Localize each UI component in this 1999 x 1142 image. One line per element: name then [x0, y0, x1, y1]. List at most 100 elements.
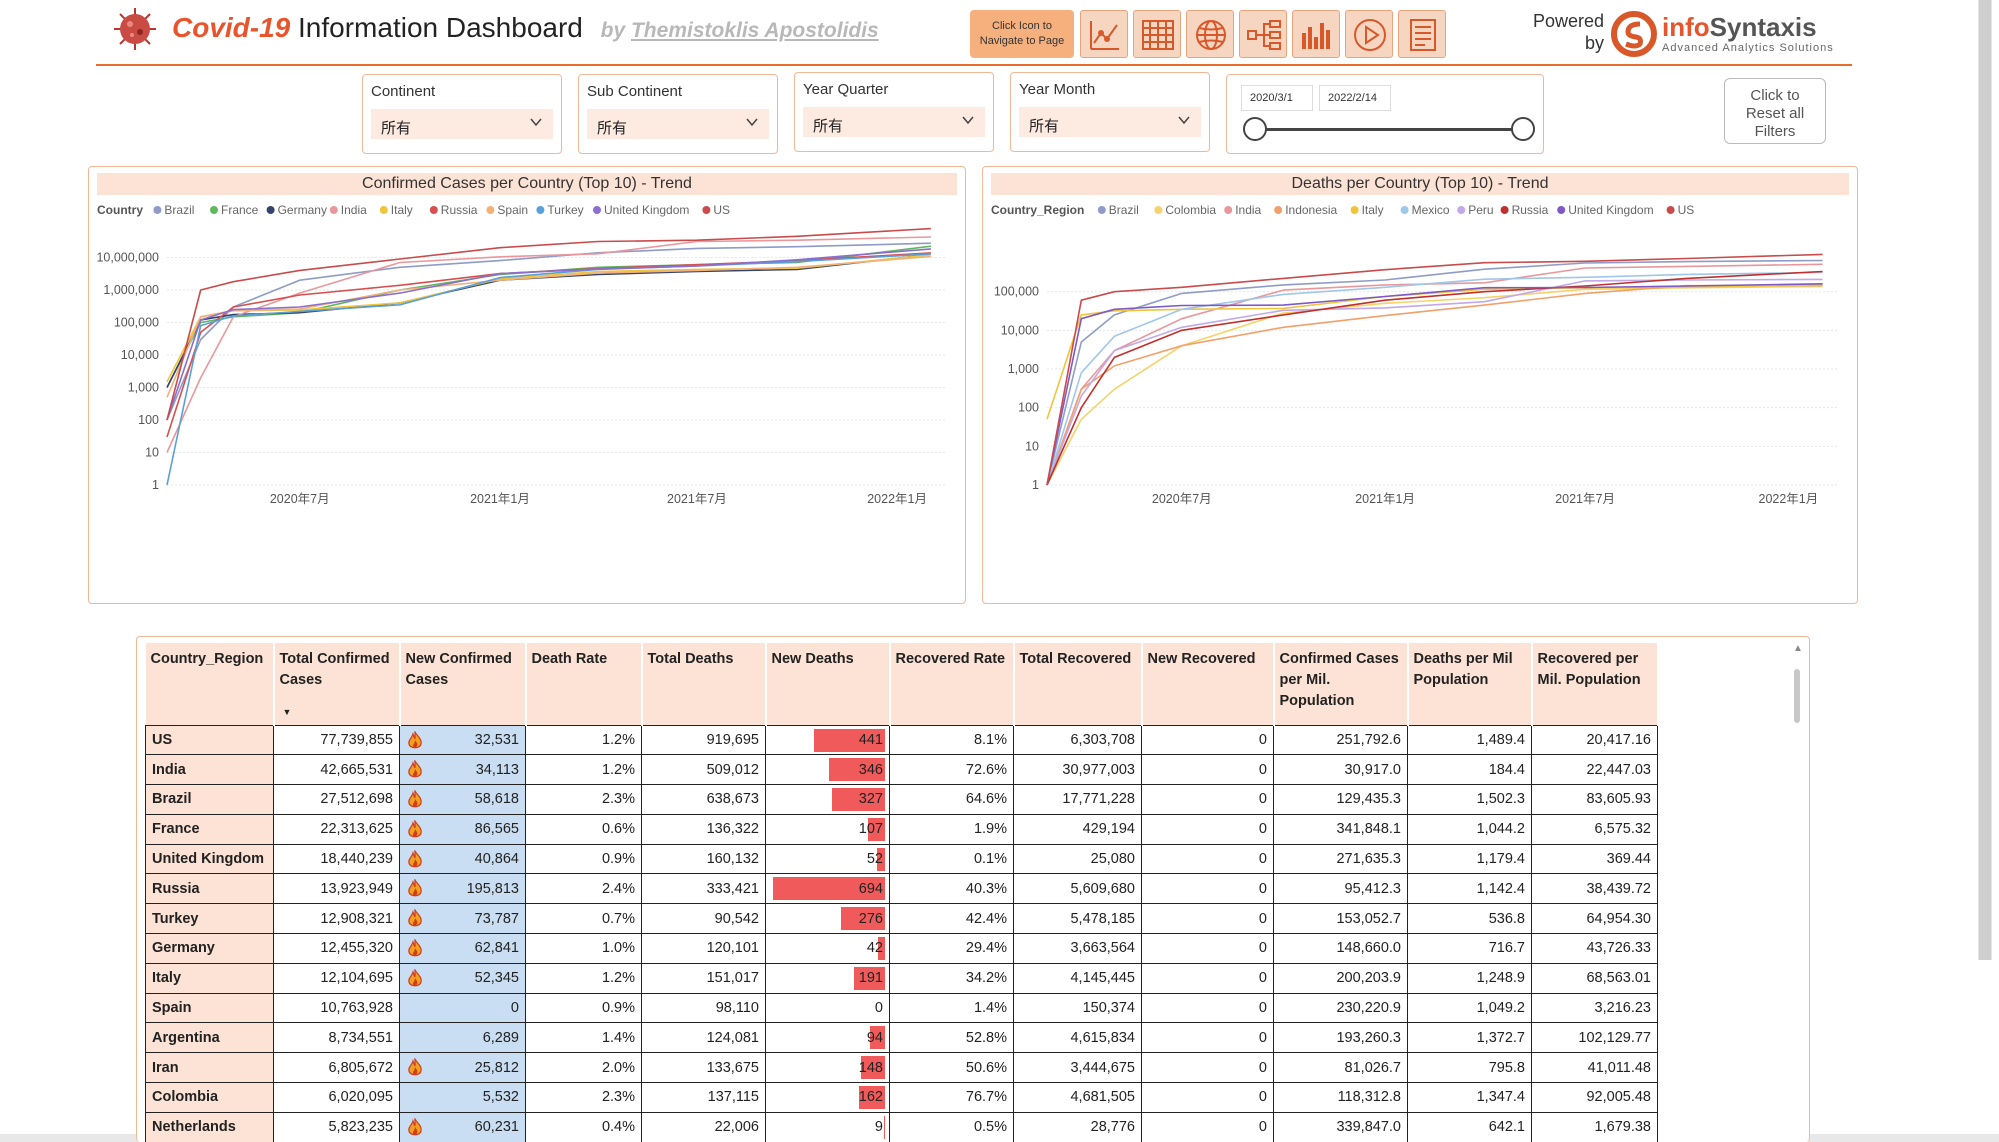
legend-item[interactable]: Italy — [1350, 203, 1384, 217]
column-header[interactable]: New Recovered — [1141, 643, 1275, 725]
cell-value: 276 — [858, 910, 883, 927]
legend-item[interactable]: Indonesia — [1274, 203, 1338, 217]
date-slider-start-handle[interactable] — [1243, 117, 1267, 141]
table-row[interactable]: France 22,313,625 86,565 0.6% 136,322 107 1.9%… — [145, 813, 1658, 845]
cell-total-deaths: 120,101 — [641, 933, 766, 964]
legend-item[interactable]: United Kingdom — [1557, 203, 1654, 217]
sort-descending-icon: ▼ — [282, 706, 292, 717]
table-row[interactable]: Netherlands 5,823,235 60,231 0.4% 22,006 9 0.5… — [145, 1111, 1658, 1142]
legend-item[interactable]: Russia — [1500, 203, 1549, 217]
series-line[interactable] — [166, 236, 931, 453]
legend-item[interactable]: Russia — [429, 203, 478, 217]
cell-value: 73,787 — [474, 910, 519, 927]
table-scrollbar[interactable]: ▲ — [1791, 643, 1803, 1139]
table-row[interactable]: US 77,739,855 32,531 1.2% 919,695 441 8.1% 6,30… — [145, 724, 1658, 756]
series-line[interactable] — [1046, 284, 1823, 486]
date-start-input[interactable]: 2020/3/1 — [1241, 85, 1313, 111]
table-row[interactable]: Brazil 27,512,698 58,618 2.3% 638,673 327 64.6… — [145, 784, 1658, 815]
sub-continent-dropdown[interactable]: 所有 — [587, 109, 769, 139]
series-line[interactable] — [1046, 253, 1823, 486]
series-line[interactable] — [1046, 259, 1823, 486]
continent-dropdown[interactable]: 所有 — [371, 109, 553, 139]
date-slider-track[interactable] — [1255, 128, 1525, 131]
table-row[interactable]: United Kingdom 18,440,239 40,864 0.9% 160,13… — [145, 843, 1658, 875]
legend-item[interactable]: Turkey — [536, 203, 584, 217]
series-line[interactable] — [166, 252, 931, 438]
date-end-input[interactable]: 2022/2/14 — [1319, 85, 1391, 111]
series-line[interactable] — [166, 248, 931, 421]
legend-item[interactable]: France — [210, 203, 259, 217]
legend-item[interactable]: Italy — [379, 203, 413, 217]
page-scrollbar-thumb[interactable] — [1979, 0, 1991, 960]
column-header[interactable]: Country_Region — [145, 643, 275, 725]
cell-total-recovered: 3,444,675 — [1013, 1052, 1142, 1084]
year-month-dropdown[interactable]: 所有 — [1019, 107, 1201, 137]
reset-filters-button[interactable]: Click to Reset all Filters — [1724, 78, 1826, 144]
column-header[interactable]: New Confirmed Cases — [399, 643, 527, 725]
legend-item[interactable]: US — [1666, 203, 1695, 217]
series-line[interactable] — [166, 255, 931, 398]
table-grid-icon[interactable] — [1133, 10, 1181, 58]
legend-item[interactable]: Brazil — [153, 203, 194, 217]
table-row[interactable]: Germany 12,455,320 62,841 1.0% 120,101 42 29.4… — [145, 933, 1658, 964]
table-scrollbar-thumb[interactable] — [1794, 669, 1800, 723]
legend-item[interactable]: Brazil — [1097, 203, 1139, 217]
table-row[interactable]: Spain 10,763,928 0 0.9% 98,110 0 1.4% 150,374 0 2… — [145, 992, 1658, 1024]
globe-icon[interactable] — [1186, 10, 1234, 58]
series-line[interactable] — [166, 227, 931, 421]
legend-item[interactable]: Colombia — [1154, 203, 1216, 217]
table-header-row: Country_Region Total Confirmed Cases ▼ New … — [145, 643, 1659, 725]
series-line[interactable] — [1046, 270, 1823, 486]
legend-item[interactable]: Germany — [266, 203, 327, 217]
column-header[interactable]: Recovered per Mil. Population — [1531, 643, 1659, 725]
series-line[interactable] — [166, 242, 931, 421]
legend-item[interactable]: United Kingdom — [593, 203, 689, 217]
series-line[interactable] — [1046, 271, 1823, 486]
series-line[interactable] — [1046, 283, 1823, 486]
deaths-chart[interactable]: Country_Region Brazil Colombia India Indones… — [983, 197, 1859, 601]
y-tick-label: 100 — [138, 413, 159, 427]
title-highlight: Covid-19 — [172, 12, 291, 43]
column-header[interactable]: Total Deaths — [641, 643, 767, 725]
cell-conf-per-mil: 200,203.9 — [1273, 962, 1408, 994]
cell-rec-per-mil: 22,447.03 — [1531, 754, 1658, 786]
legend-item[interactable]: US — [702, 203, 730, 217]
date-slider-end-handle[interactable] — [1511, 117, 1535, 141]
bar-chart-icon[interactable] — [1292, 10, 1340, 58]
table-row[interactable]: Turkey 12,908,321 73,787 0.7% 90,542 276 42.4%… — [145, 903, 1658, 935]
table-row[interactable]: Colombia 6,020,095 5,532 2.3% 137,115 162 76.7… — [145, 1082, 1658, 1113]
year-quarter-dropdown[interactable]: 所有 — [803, 107, 985, 137]
legend-item[interactable]: Peru — [1457, 203, 1494, 217]
cell-total-deaths: 124,081 — [641, 1022, 766, 1054]
report-icon[interactable] — [1398, 10, 1446, 58]
series-line[interactable] — [1046, 278, 1823, 486]
author-link[interactable]: Themistoklis Apostolidis — [630, 19, 879, 42]
column-header[interactable]: Deaths per Mil Population — [1407, 643, 1533, 725]
trend-chart-icon[interactable] — [1080, 10, 1128, 58]
column-header[interactable]: Death Rate — [525, 643, 643, 725]
legend-item[interactable]: Mexico — [1400, 203, 1450, 217]
column-header[interactable]: New Deaths — [765, 643, 891, 725]
table-row[interactable]: Iran 6,805,672 25,812 2.0% 133,675 148 50.6% 3,… — [145, 1052, 1658, 1084]
decomposition-tree-icon[interactable] — [1239, 10, 1287, 58]
legend-marker — [536, 206, 545, 214]
series-line[interactable] — [166, 253, 931, 486]
cell-total-deaths: 137,115 — [641, 1082, 766, 1113]
table-row[interactable]: India 42,665,531 34,113 1.2% 509,012 346 72.6%… — [145, 754, 1658, 786]
column-header[interactable]: Confirmed Cases per Mil. Population — [1273, 643, 1409, 725]
table-row[interactable]: Russia 13,923,949 195,813 2.4% 333,421 694 40.… — [145, 873, 1658, 905]
series-line[interactable] — [1046, 263, 1823, 486]
confirmed-cases-chart[interactable]: Country Brazil France Germany India Italy Russ… — [89, 197, 967, 601]
column-header[interactable]: Total Recovered — [1013, 643, 1143, 725]
table-row[interactable]: Argentina 8,734,551 6,289 1.4% 124,081 94 52.8… — [145, 1022, 1658, 1054]
table-row[interactable]: Italy 12,104,695 52,345 1.2% 151,017 191 34.2%… — [145, 962, 1658, 994]
column-header[interactable]: Recovered Rate — [889, 643, 1015, 725]
page-scrollbar[interactable] — [1978, 0, 1992, 960]
legend-item[interactable]: India — [1224, 203, 1262, 217]
new-deaths-bar — [773, 877, 885, 901]
scroll-up-icon[interactable]: ▲ — [1793, 643, 1803, 654]
play-icon[interactable] — [1345, 10, 1393, 58]
legend-item[interactable]: India — [329, 203, 367, 217]
column-header[interactable]: Total Confirmed Cases ▼ — [273, 643, 401, 725]
legend-item[interactable]: Spain — [486, 203, 528, 217]
